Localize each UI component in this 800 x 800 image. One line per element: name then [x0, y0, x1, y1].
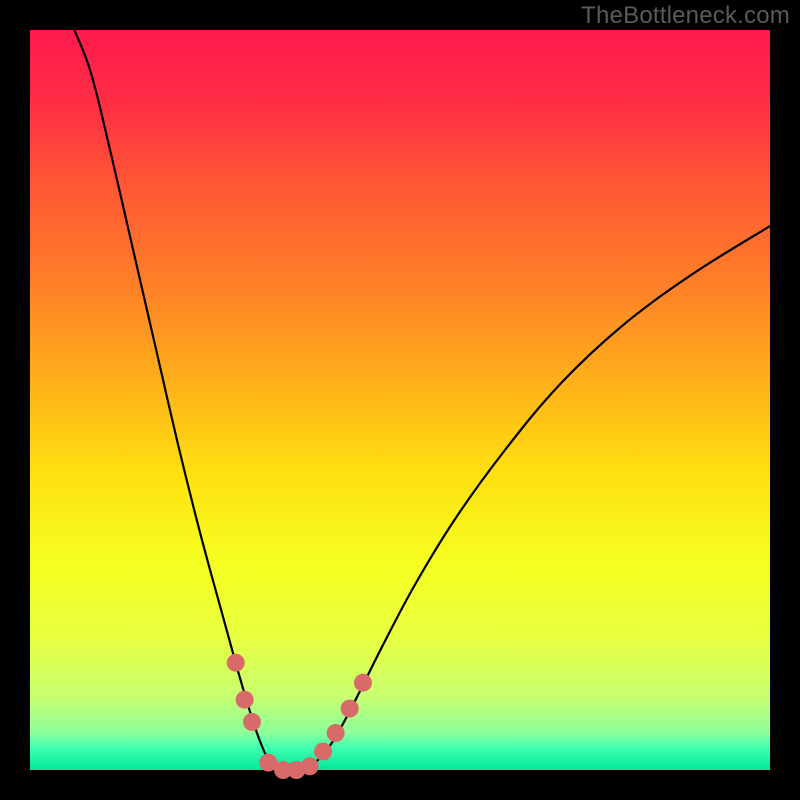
chart-frame: TheBottleneck.com	[0, 0, 800, 800]
curve-marker	[301, 757, 319, 775]
curve-marker	[327, 724, 345, 742]
curve-marker	[354, 674, 372, 692]
watermark-text: TheBottleneck.com	[581, 2, 790, 30]
plot-background	[30, 30, 770, 770]
curve-marker	[341, 700, 359, 718]
curve-marker	[314, 743, 332, 761]
curve-marker	[227, 654, 245, 672]
curve-marker	[236, 691, 254, 709]
chart-svg	[0, 0, 800, 800]
curve-marker	[243, 713, 261, 731]
